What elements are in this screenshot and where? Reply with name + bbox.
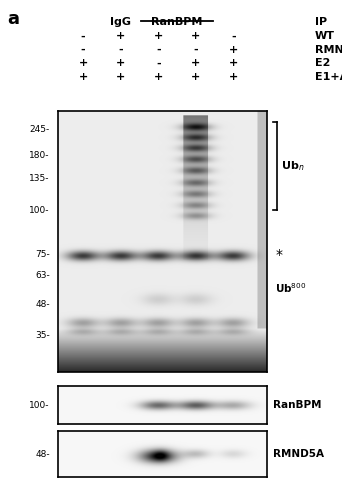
Text: 135-: 135- [29, 174, 50, 184]
Text: +: + [116, 31, 126, 42]
Text: 35-: 35- [35, 331, 50, 340]
Text: +: + [229, 72, 238, 82]
Text: -: - [194, 45, 198, 55]
Text: -: - [81, 45, 86, 55]
Text: 100-: 100- [29, 401, 50, 410]
Text: 75-: 75- [35, 250, 50, 259]
Text: +: + [79, 72, 88, 82]
Text: RanBPM: RanBPM [273, 400, 321, 410]
Text: IP: IP [315, 17, 327, 27]
Text: +: + [191, 31, 200, 42]
Text: IgG: IgG [110, 17, 131, 27]
Text: WT: WT [315, 31, 334, 42]
Text: RMND5A: RMND5A [273, 449, 324, 459]
Text: +: + [191, 72, 200, 82]
Text: 245-: 245- [29, 125, 50, 134]
Text: E1+ATP+Ub: E1+ATP+Ub [315, 72, 342, 82]
Text: +: + [116, 72, 126, 82]
Text: -: - [231, 31, 236, 42]
Text: Ub$_n$: Ub$_n$ [281, 159, 305, 173]
Text: Ub$^{800}$: Ub$^{800}$ [275, 282, 306, 295]
Text: +: + [191, 58, 200, 69]
Text: RMND5A KO: RMND5A KO [315, 45, 342, 55]
Text: 100-: 100- [29, 206, 50, 215]
Text: RanBPM: RanBPM [152, 17, 203, 27]
Text: -: - [118, 45, 123, 55]
Text: 48-: 48- [35, 299, 50, 309]
Text: 48-: 48- [35, 450, 50, 458]
Text: +: + [154, 72, 163, 82]
Text: +: + [79, 58, 88, 69]
Text: -: - [81, 31, 86, 42]
Text: +: + [229, 58, 238, 69]
Text: -: - [156, 45, 161, 55]
Text: +: + [116, 58, 126, 69]
Text: a: a [7, 10, 19, 28]
Text: *: * [275, 248, 282, 261]
Text: 180-: 180- [29, 151, 50, 160]
Text: -: - [156, 58, 161, 69]
Text: E2: E2 [315, 58, 330, 69]
Text: 63-: 63- [35, 271, 50, 280]
Text: +: + [154, 31, 163, 42]
Text: +: + [229, 45, 238, 55]
